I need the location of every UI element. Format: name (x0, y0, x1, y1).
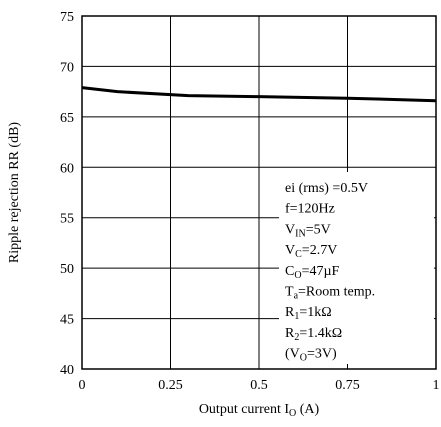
x-tick-label: 0.25 (158, 378, 183, 393)
condition-line: R1=1kΩ (285, 305, 332, 322)
y-tick-label: 55 (60, 212, 74, 227)
x-tick-label: 0.5 (250, 378, 268, 393)
condition-line: VIN=5V (285, 222, 331, 239)
y-axis-ticks: 40 45 50 55 60 65 70 75 (60, 10, 74, 378)
y-tick-label: 70 (60, 60, 74, 75)
y-tick-label: 75 (60, 10, 74, 25)
conditions-box (279, 172, 434, 364)
condition-line: Ta=Room temp. (285, 285, 375, 302)
condition-line: (VO=3V) (285, 347, 337, 364)
x-tick-label: 0 (79, 378, 86, 393)
plot-frame (81, 15, 437, 370)
y-tick-label: 60 (60, 161, 74, 176)
y-tick-label: 50 (60, 262, 74, 277)
conditions: ei (rms) =0.5V f=120Hz VIN=5V VC=2.7V CO=47µ… (285, 181, 375, 364)
x-axis-ticks: 0 0.25 0.5 0.75 1 (79, 378, 440, 393)
series (81, 86, 437, 103)
condition-line: VC=2.7V (285, 243, 337, 260)
y-tick-label: 65 (60, 111, 74, 126)
y-tick-label: 45 (60, 313, 74, 328)
condition-line: ei (rms) =0.5V (285, 181, 368, 196)
condition-line: R2=1.4kΩ (285, 326, 342, 343)
y-tick-label: 40 (60, 363, 74, 378)
x-tick-label: 0.75 (335, 378, 360, 393)
condition-line: CO=47µF (285, 264, 340, 281)
series-line (81, 86, 437, 103)
x-tick-label: 1 (433, 378, 440, 393)
condition-line: f=120Hz (285, 202, 335, 217)
y-axis-label: Ripple rejection RR (dB) (7, 122, 22, 263)
x-axis-label: Output current IO (A) (199, 402, 320, 419)
